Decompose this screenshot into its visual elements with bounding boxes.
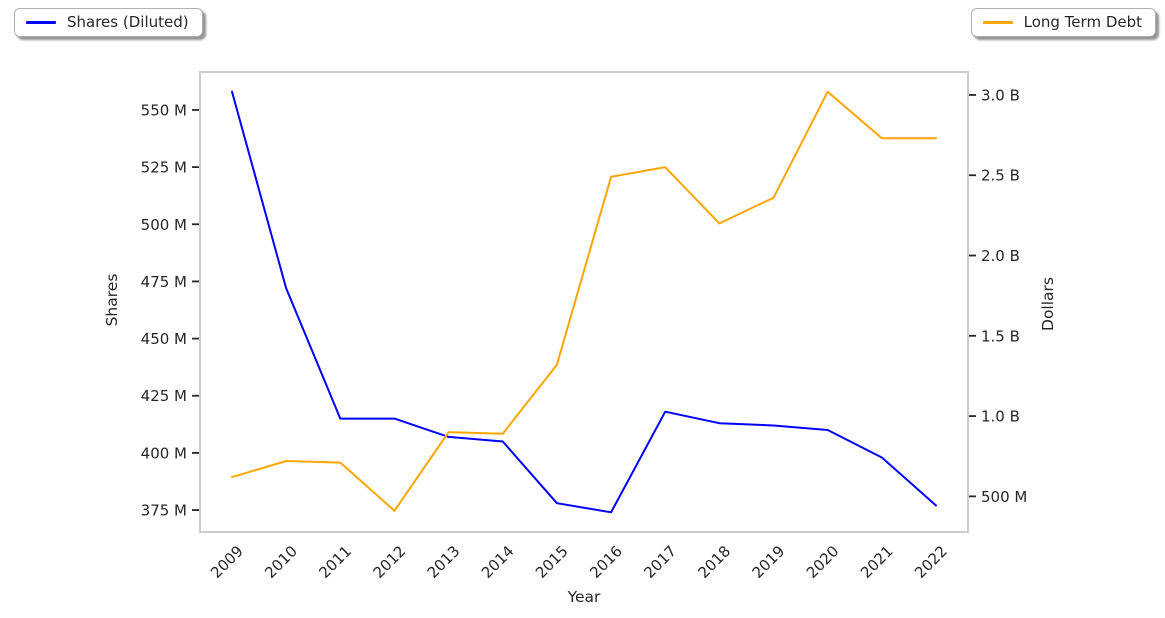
svg-text:2011: 2011 [315, 542, 355, 582]
svg-text:500 M: 500 M [981, 488, 1027, 506]
svg-text:475 M: 475 M [141, 273, 187, 291]
legend-long-term-debt-label: Long Term Debt [1023, 13, 1142, 31]
svg-text:2012: 2012 [370, 542, 410, 582]
svg-text:400 M: 400 M [141, 444, 187, 462]
legend-shares-diluted: Shares (Diluted) [14, 8, 203, 37]
svg-text:2.0 B: 2.0 B [981, 247, 1020, 265]
svg-text:2018: 2018 [694, 542, 734, 582]
svg-text:2019: 2019 [749, 542, 789, 582]
svg-text:500 M: 500 M [141, 216, 187, 234]
svg-text:2010: 2010 [261, 542, 301, 582]
svg-text:2022: 2022 [911, 542, 951, 582]
svg-text:2013: 2013 [424, 542, 464, 582]
svg-text:1.0 B: 1.0 B [981, 408, 1020, 426]
x-axis-label: Year [567, 588, 601, 606]
svg-text:525 M: 525 M [141, 159, 187, 177]
legend-long-term-debt: Long Term Debt [970, 8, 1156, 37]
long-term-debt-line-swatch [982, 21, 1013, 24]
y-axis-label-left: Shares [103, 273, 121, 327]
svg-text:550 M: 550 M [141, 101, 187, 119]
legend-shares-diluted-label: Shares (Diluted) [67, 13, 189, 31]
svg-text:2020: 2020 [803, 542, 843, 582]
svg-text:2021: 2021 [857, 542, 897, 582]
shares-diluted-line-swatch [26, 21, 56, 24]
svg-text:2009: 2009 [207, 542, 247, 582]
svg-text:450 M: 450 M [141, 330, 187, 348]
svg-text:2.5 B: 2.5 B [981, 167, 1020, 185]
svg-text:425 M: 425 M [141, 387, 187, 405]
svg-text:1.5 B: 1.5 B [981, 327, 1020, 345]
svg-text:2015: 2015 [532, 542, 572, 582]
y-axis-label-right: Dollars [1039, 277, 1057, 331]
svg-text:2016: 2016 [586, 542, 626, 582]
svg-text:375 M: 375 M [141, 502, 187, 520]
svg-text:2014: 2014 [478, 542, 518, 582]
svg-text:3.0 B: 3.0 B [981, 86, 1020, 104]
svg-text:2017: 2017 [640, 542, 680, 582]
